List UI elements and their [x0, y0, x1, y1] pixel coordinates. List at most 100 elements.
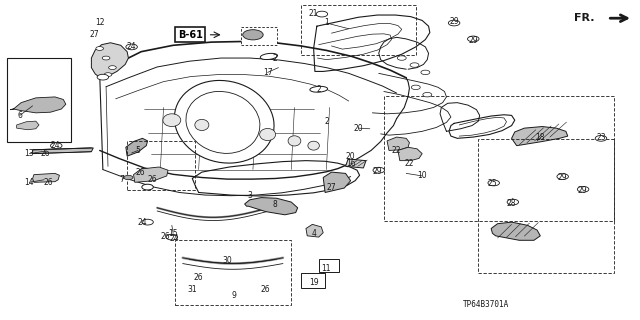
- Text: 8: 8: [273, 200, 278, 209]
- Bar: [384, 96, 614, 220]
- Circle shape: [397, 56, 406, 60]
- Polygon shape: [511, 126, 568, 146]
- Ellipse shape: [260, 128, 276, 140]
- Circle shape: [423, 92, 432, 97]
- Text: 24: 24: [50, 141, 60, 150]
- Circle shape: [142, 184, 154, 190]
- Text: 26: 26: [40, 149, 50, 158]
- Polygon shape: [134, 167, 168, 182]
- Circle shape: [243, 30, 263, 40]
- Ellipse shape: [310, 86, 328, 92]
- Text: 30: 30: [223, 256, 232, 265]
- Ellipse shape: [260, 53, 278, 60]
- Text: 2: 2: [273, 53, 278, 62]
- Circle shape: [595, 135, 607, 141]
- Polygon shape: [92, 43, 129, 79]
- Text: 22: 22: [404, 159, 414, 168]
- Text: 7: 7: [120, 175, 124, 184]
- Text: 26: 26: [161, 232, 170, 241]
- Polygon shape: [17, 121, 39, 130]
- Circle shape: [467, 36, 479, 42]
- Text: 26: 26: [194, 273, 204, 282]
- Ellipse shape: [195, 119, 209, 131]
- Text: 9: 9: [231, 291, 236, 300]
- Text: 28: 28: [507, 198, 516, 207]
- Text: 22: 22: [392, 146, 401, 155]
- Text: 1: 1: [324, 19, 329, 28]
- Circle shape: [102, 56, 110, 60]
- Ellipse shape: [163, 114, 180, 126]
- Bar: [478, 139, 614, 273]
- Text: 27: 27: [90, 30, 99, 39]
- Circle shape: [166, 234, 177, 240]
- Text: 20: 20: [353, 124, 363, 132]
- Text: 29: 29: [372, 167, 382, 176]
- Text: 11: 11: [322, 264, 331, 273]
- Circle shape: [51, 143, 62, 148]
- Text: 10: 10: [417, 172, 427, 180]
- Bar: [319, 259, 339, 272]
- Text: 12: 12: [95, 19, 104, 28]
- Circle shape: [109, 66, 116, 69]
- Circle shape: [104, 73, 112, 76]
- Bar: [241, 28, 276, 45]
- Text: B-61: B-61: [178, 30, 203, 40]
- Polygon shape: [306, 224, 323, 237]
- Text: 4: 4: [311, 229, 316, 238]
- Circle shape: [142, 219, 154, 225]
- Bar: [175, 240, 291, 305]
- Text: 2: 2: [324, 117, 329, 126]
- Text: 18: 18: [536, 133, 545, 142]
- Text: 27: 27: [326, 183, 336, 192]
- Text: 26: 26: [148, 175, 157, 184]
- Text: 29: 29: [577, 186, 587, 195]
- Text: FR.: FR.: [574, 13, 595, 23]
- Bar: [127, 141, 195, 190]
- Text: 15: 15: [168, 229, 178, 238]
- Text: 6: 6: [17, 111, 22, 120]
- Text: 24: 24: [170, 234, 179, 243]
- Text: 31: 31: [188, 284, 197, 293]
- Text: 5: 5: [136, 146, 140, 155]
- Text: 16: 16: [346, 159, 355, 168]
- Bar: [7, 58, 71, 142]
- Circle shape: [557, 174, 568, 180]
- Text: 26: 26: [44, 178, 53, 187]
- Text: 3: 3: [247, 190, 252, 200]
- Circle shape: [124, 175, 133, 180]
- Ellipse shape: [174, 80, 274, 163]
- Circle shape: [316, 11, 328, 17]
- Text: 20: 20: [346, 152, 355, 161]
- Polygon shape: [33, 148, 93, 154]
- Circle shape: [507, 199, 518, 205]
- Polygon shape: [10, 97, 66, 113]
- Bar: [301, 273, 325, 288]
- Text: 24: 24: [138, 218, 147, 227]
- Polygon shape: [126, 138, 148, 156]
- Circle shape: [410, 63, 419, 67]
- Polygon shape: [398, 147, 422, 161]
- Text: 21: 21: [309, 9, 318, 18]
- Ellipse shape: [186, 92, 260, 153]
- Text: 24: 24: [127, 42, 136, 52]
- Circle shape: [421, 70, 430, 75]
- Circle shape: [488, 180, 499, 186]
- Polygon shape: [244, 197, 298, 215]
- Polygon shape: [491, 222, 540, 240]
- Circle shape: [373, 167, 385, 173]
- Circle shape: [577, 187, 589, 192]
- Text: 2: 2: [316, 85, 321, 94]
- Text: 14: 14: [24, 178, 35, 187]
- Polygon shape: [387, 137, 410, 150]
- Text: 13: 13: [24, 149, 35, 158]
- Text: 29: 29: [468, 36, 478, 45]
- Text: 23: 23: [596, 133, 606, 142]
- Circle shape: [449, 20, 460, 26]
- Ellipse shape: [308, 141, 319, 150]
- Text: 26: 26: [135, 168, 145, 177]
- Text: 17: 17: [263, 68, 273, 77]
- Circle shape: [96, 47, 104, 50]
- Ellipse shape: [288, 136, 301, 146]
- Circle shape: [126, 44, 138, 50]
- Circle shape: [412, 85, 420, 90]
